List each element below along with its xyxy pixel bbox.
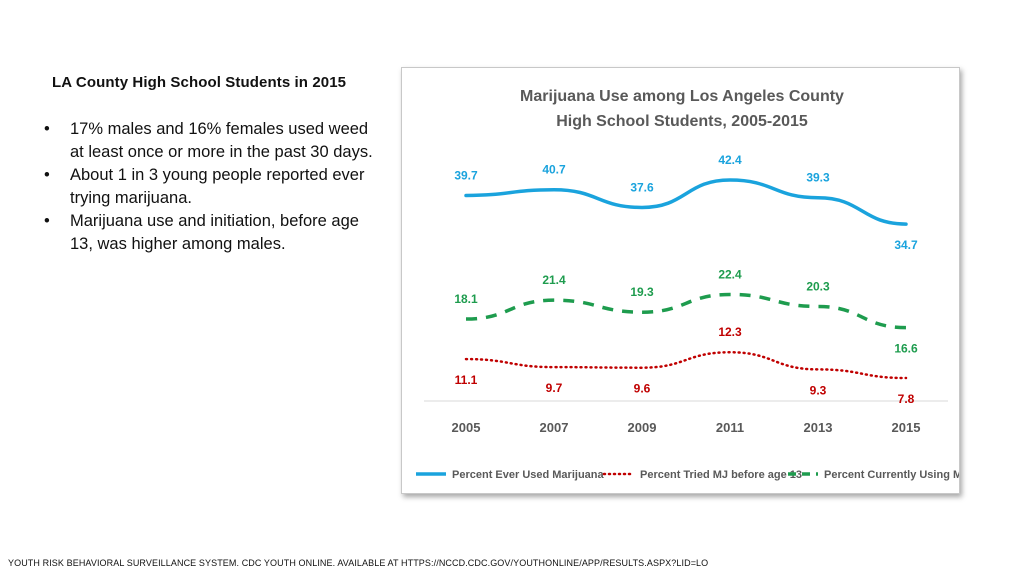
bullet-item: Marijuana use and initiation, before age… — [44, 210, 384, 256]
line-chart: Marijuana Use among Los Angeles County Hi… — [416, 88, 959, 481]
data-label: 7.8 — [898, 392, 915, 406]
data-label: 11.1 — [455, 373, 478, 387]
bullet-item: About 1 in 3 young people reported ever … — [44, 164, 384, 210]
series-line — [465, 292, 907, 330]
x-tick-label: 2007 — [540, 420, 569, 435]
data-label: 19.3 — [630, 285, 654, 299]
data-label: 21.4 — [542, 273, 566, 287]
data-label: 39.3 — [806, 171, 830, 185]
x-tick-label: 2015 — [892, 420, 921, 435]
data-label: 9.7 — [546, 381, 563, 395]
data-label: 42.4 — [718, 153, 742, 167]
data-label: 20.3 — [806, 279, 830, 293]
chart-title: Marijuana Use among Los Angeles County — [520, 88, 844, 105]
data-label: 39.7 — [454, 168, 478, 182]
series-line — [464, 178, 908, 226]
slide-heading: LA County High School Students in 2015 — [52, 74, 347, 91]
x-tick-label: 2011 — [716, 420, 744, 435]
legend-label: Percent Ever Used Marijuana — [452, 469, 605, 481]
source-footer: YOUTH RISK BEHAVIORAL SURVEILLANCE SYSTE… — [8, 558, 709, 568]
series-line — [464, 350, 908, 380]
data-label: 18.1 — [454, 292, 478, 306]
data-label: 9.6 — [634, 382, 651, 396]
data-label: 34.7 — [894, 238, 918, 252]
chart-panel: Marijuana Use among Los Angeles County Hi… — [401, 67, 960, 494]
x-tick-label: 2009 — [628, 420, 657, 435]
data-label: 22.4 — [718, 267, 742, 281]
chart-title: High School Students, 2005-2015 — [556, 113, 808, 130]
data-label: 9.3 — [810, 383, 827, 397]
legend-label: Percent Tried MJ before age 13 — [640, 469, 802, 481]
data-label: 40.7 — [542, 163, 566, 177]
bullet-list: 17% males and 16% females used weed at l… — [44, 118, 384, 256]
data-label: 37.6 — [630, 180, 654, 194]
x-tick-label: 2005 — [452, 420, 481, 435]
data-label: 12.3 — [718, 325, 742, 339]
legend-label: Percent Currently Using MJ — [824, 469, 959, 481]
data-label: 16.6 — [894, 342, 918, 356]
x-tick-label: 2013 — [804, 420, 833, 435]
bullet-item: 17% males and 16% females used weed at l… — [44, 118, 384, 164]
